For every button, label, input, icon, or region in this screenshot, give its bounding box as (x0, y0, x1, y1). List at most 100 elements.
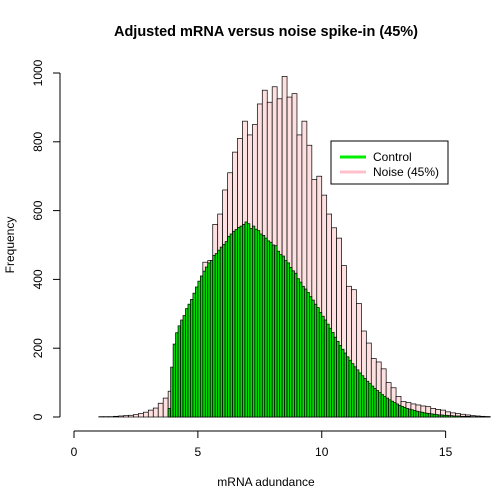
control-bar (447, 415, 451, 418)
control-bar (365, 380, 370, 418)
control-bar (353, 366, 357, 418)
control-bar (356, 369, 360, 418)
y-axis-label: Frequency (3, 217, 17, 274)
noise-bar (118, 415, 124, 418)
x-tick-label: 10 (315, 445, 329, 459)
control-bar (395, 403, 399, 418)
control-bar (422, 412, 427, 418)
control-bar (425, 412, 429, 418)
control-bars (167, 221, 491, 418)
control-bar (338, 345, 342, 418)
control-bar (445, 414, 449, 418)
control-bar (326, 323, 330, 418)
noise-bar (113, 415, 119, 418)
control-bar (296, 278, 300, 418)
noise-bar (152, 407, 159, 418)
control-bar (383, 396, 387, 418)
control-bar (368, 383, 372, 418)
x-axis: 0 5 10 15 (71, 430, 453, 459)
noise-bar (138, 413, 144, 418)
control-bar (313, 303, 318, 418)
control-bar (465, 415, 469, 418)
control-bar (398, 404, 402, 418)
y-tick-label: 600 (31, 200, 45, 220)
control-bar (440, 414, 444, 418)
control-bar (393, 402, 397, 418)
control-bar (375, 390, 380, 418)
legend-label-control: Control (373, 150, 412, 164)
legend: Control Noise (45%) (330, 140, 449, 185)
control-bar (331, 332, 335, 418)
control-bar (274, 245, 278, 418)
control-bar (264, 237, 268, 418)
control-bar (237, 227, 241, 418)
control-bar (408, 408, 412, 418)
noise-bar (133, 414, 139, 418)
control-bar (170, 366, 174, 418)
control-bar (358, 372, 362, 418)
control-bar (204, 266, 209, 418)
control-bar (304, 288, 308, 418)
control-bar (323, 319, 328, 418)
control-bar (234, 229, 238, 418)
control-bar (279, 254, 283, 418)
x-axis-label: mRNA adundance (217, 475, 315, 489)
control-bar (190, 299, 194, 418)
control-bar (430, 413, 434, 418)
control-bar (388, 399, 392, 418)
control-bar (276, 250, 280, 418)
control-bar (256, 230, 261, 418)
control-bar (309, 296, 313, 418)
control-bar (261, 235, 266, 418)
control-bar (266, 240, 271, 418)
control-bar (294, 272, 298, 418)
control-bar (239, 225, 243, 418)
control-bar (351, 363, 355, 418)
control-bar (192, 292, 196, 418)
control-bar (224, 241, 228, 418)
control-bar (222, 243, 226, 418)
control-bar (462, 415, 466, 418)
control-bar (432, 413, 437, 418)
control-bar (306, 292, 310, 418)
noise-bar (157, 402, 164, 418)
control-bar (259, 233, 263, 418)
control-bar (185, 308, 189, 418)
control-bar (373, 388, 377, 418)
noise-bar (128, 414, 134, 418)
control-bar (289, 267, 293, 418)
control-bar (385, 397, 389, 418)
noise-bar (162, 397, 169, 418)
control-bar (403, 407, 407, 418)
control-bar (214, 253, 219, 418)
control-bar (435, 414, 439, 418)
control-bar (316, 307, 320, 418)
control-bar (227, 236, 231, 418)
control-bar (437, 414, 442, 418)
control-bar (252, 225, 256, 418)
control-bar (311, 299, 315, 418)
control-bar (380, 394, 385, 418)
control-bar (420, 411, 424, 418)
control-bar (299, 281, 303, 418)
control-bar (455, 415, 459, 418)
control-bar (348, 359, 352, 418)
control-bar (172, 343, 176, 418)
control-bar (333, 336, 337, 418)
control-bar (361, 375, 365, 418)
control-bar (200, 275, 204, 418)
control-bar (328, 327, 333, 418)
legend-label-noise: Noise (45%) (373, 165, 439, 179)
control-bar (212, 254, 216, 418)
control-bar (418, 411, 422, 418)
y-tick-label: 200 (31, 338, 45, 358)
control-bar (346, 356, 350, 418)
control-bar (242, 224, 246, 418)
control-bar (405, 408, 409, 418)
control-bar (229, 233, 233, 418)
control-bar (427, 413, 432, 418)
control-bar (254, 228, 258, 418)
control-bar (452, 415, 456, 418)
control-bar (341, 348, 345, 418)
